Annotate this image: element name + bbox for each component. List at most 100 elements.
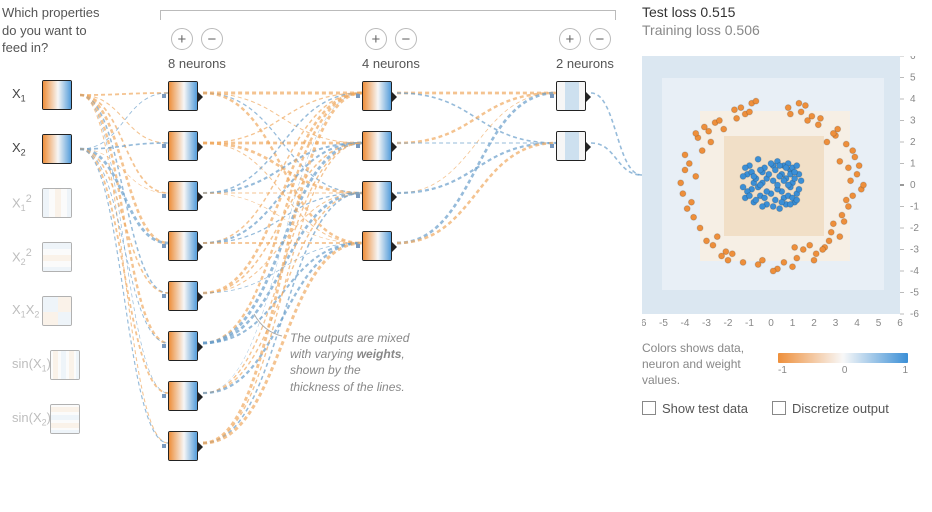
- neuron-output-icon: [198, 192, 203, 202]
- neuron-input-handle: [550, 144, 554, 148]
- features-prompt: Which properties do you want to feed in?: [2, 4, 112, 57]
- svg-text:-4: -4: [910, 266, 919, 277]
- neuron[interactable]: [362, 181, 392, 211]
- feature-thumb: [42, 80, 72, 110]
- neuron[interactable]: [556, 81, 586, 111]
- neuron-thumb: [362, 181, 392, 211]
- svg-text:-3: -3: [702, 318, 711, 329]
- feature-6[interactable]: sin(X2): [12, 402, 72, 436]
- add-neuron-button[interactable]: +: [171, 28, 193, 50]
- neuron-output-icon: [198, 342, 203, 352]
- neuron-thumb: [362, 231, 392, 261]
- checkbox-label: Show test data: [662, 401, 748, 416]
- neuron-output-icon: [586, 92, 591, 102]
- remove-neuron-button[interactable]: −: [589, 28, 611, 50]
- feature-3[interactable]: X22: [12, 240, 72, 274]
- hidden-layers-bracket: [160, 10, 616, 20]
- neuron-input-handle: [162, 344, 166, 348]
- neuron[interactable]: [556, 131, 586, 161]
- checkbox-label: Discretize output: [792, 401, 889, 416]
- svg-text:2: 2: [910, 137, 916, 148]
- neuron-input-handle: [162, 444, 166, 448]
- feature-1[interactable]: X2: [12, 132, 72, 166]
- svg-text:-2: -2: [910, 223, 919, 234]
- feature-label: X12: [12, 193, 40, 213]
- add-neuron-button[interactable]: +: [365, 28, 387, 50]
- feature-5[interactable]: sin(X1): [12, 348, 72, 382]
- svg-text:-2: -2: [724, 318, 733, 329]
- neuron-output-icon: [392, 142, 397, 152]
- neuron-input-handle: [356, 94, 360, 98]
- neuron[interactable]: [168, 331, 198, 361]
- neuron-output-icon: [198, 242, 203, 252]
- feature-thumb: [50, 350, 80, 380]
- test-loss-label: Test loss: [642, 4, 696, 20]
- feature-0[interactable]: X1: [12, 78, 72, 112]
- neuron-output-icon: [392, 92, 397, 102]
- neuron-thumb: [168, 431, 198, 461]
- neuron[interactable]: [168, 381, 198, 411]
- neuron-thumb: [168, 231, 198, 261]
- training-loss-label: Training loss: [642, 22, 721, 38]
- layer-count-label: 8 neurons: [168, 56, 226, 71]
- neuron[interactable]: [168, 281, 198, 311]
- neuron-thumb: [556, 81, 586, 111]
- svg-text:0: 0: [768, 318, 774, 329]
- neuron-thumb: [362, 81, 392, 111]
- feature-label: sin(X1): [12, 356, 48, 374]
- neuron[interactable]: [362, 81, 392, 111]
- neuron-thumb: [362, 131, 392, 161]
- hidden-layer-1: + − 4 neurons: [362, 28, 420, 81]
- neuron-thumb: [168, 81, 198, 111]
- feature-thumb: [42, 242, 72, 272]
- remove-neuron-button[interactable]: −: [395, 28, 417, 50]
- feature-thumb: [42, 188, 72, 218]
- feature-thumb: [42, 296, 72, 326]
- neuron-input-handle: [162, 244, 166, 248]
- svg-text:-5: -5: [659, 318, 668, 329]
- feature-label: X1X2: [12, 302, 40, 320]
- svg-text:3: 3: [833, 318, 839, 329]
- svg-text:6: 6: [897, 318, 903, 329]
- training-loss-value: 0.506: [725, 22, 760, 38]
- checkbox-icon: [772, 401, 786, 415]
- feature-4[interactable]: X1X2: [12, 294, 72, 328]
- feature-label: X22: [12, 247, 40, 267]
- legend-min: -1: [778, 365, 787, 376]
- remove-neuron-button[interactable]: −: [201, 28, 223, 50]
- neuron[interactable]: [168, 231, 198, 261]
- neuron[interactable]: [362, 231, 392, 261]
- legend-bar: -1 0 1: [778, 353, 908, 376]
- discretize-output-checkbox[interactable]: Discretize output: [772, 401, 889, 416]
- neuron[interactable]: [168, 431, 198, 461]
- neuron[interactable]: [168, 181, 198, 211]
- neuron-thumb: [168, 331, 198, 361]
- show-test-data-checkbox[interactable]: Show test data: [642, 401, 748, 416]
- neuron[interactable]: [362, 131, 392, 161]
- feature-thumb: [42, 134, 72, 164]
- neuron-input-handle: [162, 294, 166, 298]
- neuron-thumb: [168, 131, 198, 161]
- hidden-layer-0: + − 8 neurons: [168, 28, 226, 81]
- neuron[interactable]: [168, 131, 198, 161]
- add-neuron-button[interactable]: +: [559, 28, 581, 50]
- svg-text:-6: -6: [642, 318, 647, 329]
- svg-text:4: 4: [854, 318, 860, 329]
- feature-2[interactable]: X12: [12, 186, 72, 220]
- hidden-layer-2: + − 2 neurons: [556, 28, 614, 81]
- feature-column: X1 X2 X12 X22 X1X2 sin(X1) sin(X2): [12, 78, 72, 456]
- neuron-thumb: [556, 131, 586, 161]
- legend-mid: 0: [842, 365, 848, 376]
- svg-text:-4: -4: [681, 318, 690, 329]
- feature-label: sin(X2): [12, 410, 48, 428]
- test-loss-value: 0.515: [700, 4, 735, 20]
- svg-text:5: 5: [910, 73, 916, 84]
- svg-text:5: 5: [876, 318, 882, 329]
- neuron-output-icon: [198, 92, 203, 102]
- feature-label: X2: [12, 140, 40, 158]
- color-legend: Colors shows data, neuron and weight val…: [642, 340, 922, 389]
- layer-count-label: 4 neurons: [362, 56, 420, 71]
- neuron-output-icon: [392, 242, 397, 252]
- svg-text:3: 3: [910, 116, 916, 127]
- neuron[interactable]: [168, 81, 198, 111]
